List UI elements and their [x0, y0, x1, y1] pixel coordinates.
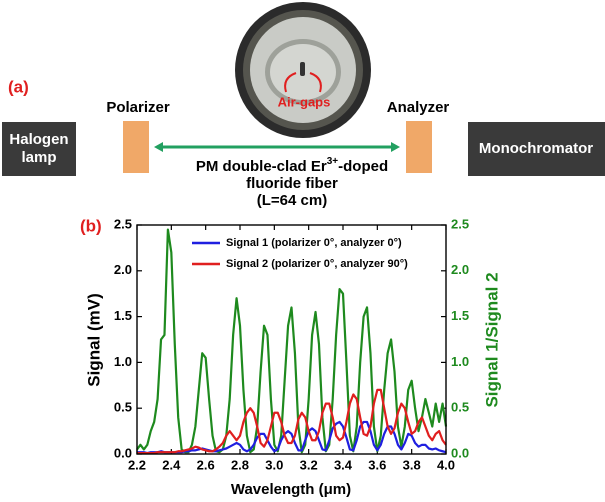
panel-label: (b) — [80, 216, 102, 235]
x-tick-label: 3.8 — [403, 457, 421, 472]
lamp-label: lamp — [21, 149, 56, 166]
diagram: (a) Halogen lamp Polarizer Analyzer Mono… — [2, 2, 605, 209]
legend-label: Signal 2 (polarizer 0°, analyzer 90°) — [226, 258, 408, 270]
y-tick-label: 0.0 — [114, 445, 132, 460]
polarizer-label: Polarizer — [106, 99, 170, 116]
air-gaps-label: Air-gaps — [278, 94, 331, 109]
fiber-label: (L=64 cm) — [257, 192, 327, 209]
series-line — [137, 420, 447, 455]
y-tick-label: 0.5 — [114, 400, 132, 415]
y-tick-label: 1.0 — [114, 354, 132, 369]
plot-frame — [136, 224, 447, 455]
lamp-label: Halogen — [9, 131, 68, 148]
y2-tick-label: 1.5 — [451, 308, 469, 323]
series-line — [137, 388, 447, 455]
legend-label: Signal 1 (polarizer 0°, analyzer 0°) — [226, 237, 402, 249]
x-tick-label: 4.0 — [437, 457, 455, 472]
fiber-core — [300, 62, 305, 76]
analyzer — [406, 121, 432, 173]
x-tick-label: 2.2 — [128, 457, 146, 472]
y-tick-label: 2.0 — [114, 262, 132, 277]
x-tick-label: 3.0 — [265, 457, 283, 472]
x-tick-label: 2.4 — [162, 457, 181, 472]
x-axis-label: Wavelength (μm) — [231, 481, 351, 497]
y2-tick-label: 2.0 — [451, 262, 469, 277]
x-tick-label: 3.2 — [300, 457, 318, 472]
y2-tick-label: 1.0 — [451, 354, 469, 369]
y-tick-label: 2.5 — [114, 216, 132, 231]
polarizer — [123, 121, 149, 173]
air-gap-arrows — [284, 72, 322, 93]
y2-tick-label: 0.0 — [451, 445, 469, 460]
monochromator-box — [468, 122, 605, 176]
x-tick-label: 3.6 — [368, 457, 386, 472]
x-tick-label: 3.4 — [334, 457, 353, 472]
panel-label: (a) — [8, 77, 29, 96]
monochromator-label: Monochromator — [479, 140, 593, 157]
lamp-box — [2, 122, 76, 176]
fiber-label: PM double-clad Er3+-doped — [196, 156, 388, 175]
fiber-label-sup: 3+ — [327, 156, 339, 167]
y2-tick-label: 0.5 — [451, 400, 469, 415]
y-tick-label: 1.5 — [114, 308, 132, 323]
y-axis-label: Signal (mV) — [84, 293, 103, 387]
fiber-label-part: -doped — [338, 158, 388, 175]
x-tick-label: 2.8 — [231, 457, 249, 472]
x-tick-label: 2.6 — [197, 457, 215, 472]
y2-tick-label: 2.5 — [451, 216, 469, 231]
fiber-label: fluoride fiber — [246, 175, 338, 192]
y2-axis-label: Signal 1/Signal 2 — [482, 272, 501, 407]
analyzer-label: Analyzer — [387, 99, 450, 116]
fiber-label-part: PM double-clad Er — [196, 158, 327, 175]
